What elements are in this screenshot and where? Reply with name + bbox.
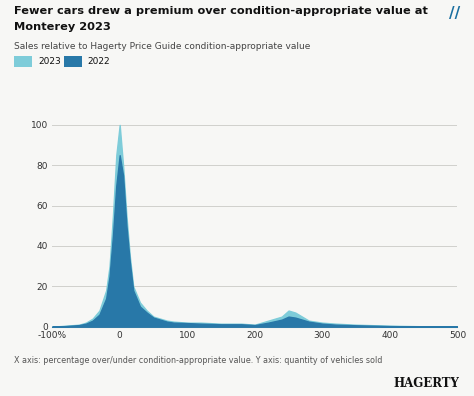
Text: Fewer cars drew a premium over condition-appropriate value at: Fewer cars drew a premium over condition… bbox=[14, 6, 428, 16]
Text: 2023: 2023 bbox=[38, 57, 61, 66]
Text: X axis: percentage over/under condition-appropriate value. Y axis: quantity of v: X axis: percentage over/under condition-… bbox=[14, 356, 383, 366]
Text: Monterey 2023: Monterey 2023 bbox=[14, 22, 111, 32]
Text: //: // bbox=[448, 6, 460, 21]
Text: HAGERTY: HAGERTY bbox=[394, 377, 460, 390]
Text: Sales relative to Hagerty Price Guide condition-appropriate value: Sales relative to Hagerty Price Guide co… bbox=[14, 42, 310, 51]
Text: 2022: 2022 bbox=[88, 57, 110, 66]
